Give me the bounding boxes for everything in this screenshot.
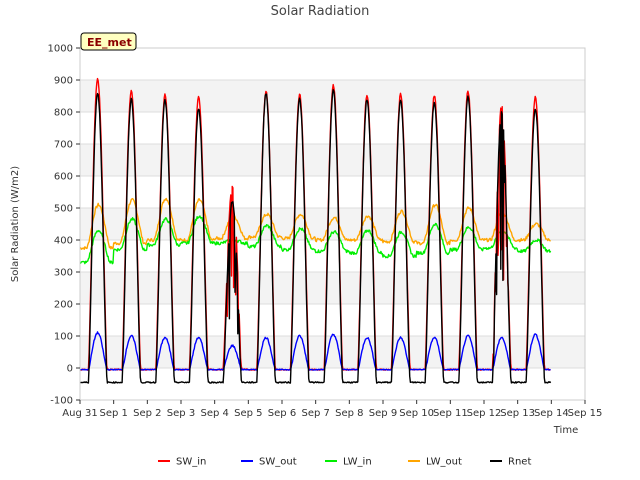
grid-band bbox=[80, 336, 585, 368]
x-tick-label: Aug 31 bbox=[62, 408, 97, 419]
y-tick-label: 0 bbox=[67, 364, 73, 375]
legend-label: LW_in bbox=[343, 457, 372, 468]
y-tick-label: 700 bbox=[54, 140, 73, 151]
y-tick-label: 600 bbox=[54, 172, 73, 183]
site-annotation-box bbox=[80, 32, 137, 51]
legend-label: Rnet bbox=[508, 457, 531, 468]
x-tick-label: Sep 4 bbox=[200, 408, 228, 419]
legend-label: SW_out bbox=[259, 457, 297, 468]
x-tick-label: Sep 7 bbox=[301, 408, 329, 419]
x-tick-label: Sep 12 bbox=[467, 408, 502, 419]
x-tick-label: Sep 13 bbox=[500, 408, 535, 419]
x-tick-label: Sep 2 bbox=[133, 408, 161, 419]
x-tick-label: Sep 11 bbox=[433, 408, 468, 419]
x-tick-label: Sep 6 bbox=[268, 408, 296, 419]
y-tick-label: 800 bbox=[54, 108, 73, 119]
y-tick-label: 900 bbox=[54, 76, 73, 87]
x-tick-label: Sep 9 bbox=[369, 408, 397, 419]
y-axis-ticks: -100 0 100 200 300 400 500 600 700 800 900 1000 bbox=[48, 44, 80, 407]
legend-label: LW_out bbox=[426, 457, 462, 468]
legend-label: SW_in bbox=[176, 457, 206, 468]
x-tick-label: Sep 3 bbox=[167, 408, 195, 419]
x-tick-label: Sep 8 bbox=[335, 408, 363, 419]
y-axis-title: Solar Radiation (W/m2) bbox=[10, 166, 21, 282]
x-tick-label: Sep 14 bbox=[534, 408, 569, 419]
legend: SW_in SW_out LW_in LW_out Rnet bbox=[158, 457, 531, 468]
y-tick-label: 1000 bbox=[48, 44, 73, 55]
grid-band bbox=[80, 144, 585, 176]
series-layer bbox=[79, 77, 552, 384]
site-annotation-label: EE_met bbox=[87, 36, 132, 49]
y-tick-label: 400 bbox=[54, 236, 73, 247]
series-line-lw-out bbox=[79, 197, 551, 251]
y-tick-label: 500 bbox=[54, 204, 73, 215]
x-tick-label: Sep 5 bbox=[234, 408, 262, 419]
x-axis-ticks: Aug 31 Sep 1 Sep 2 Sep 3 Sep 4 Sep 5 Sep 6 Sep … bbox=[62, 400, 602, 419]
y-tick-label: -100 bbox=[50, 396, 73, 407]
x-tick-label: Sep 10 bbox=[399, 408, 434, 419]
chart-title: Solar Radiation bbox=[271, 4, 370, 19]
site-annotation: EE_met bbox=[80, 32, 137, 51]
series-line-rnet bbox=[79, 88, 552, 384]
y-tick-label: 300 bbox=[54, 268, 73, 279]
x-axis-title: Time bbox=[553, 425, 578, 436]
series-line-sw-out bbox=[79, 331, 551, 371]
y-tick-label: 100 bbox=[54, 332, 73, 343]
x-tick-label: Sep 1 bbox=[99, 408, 127, 419]
grid-band bbox=[80, 272, 585, 304]
y-tick-label: 200 bbox=[54, 300, 73, 311]
plot-frame bbox=[79, 47, 586, 401]
x-tick-label: Sep 15 bbox=[568, 408, 603, 419]
series-line-lw-in bbox=[79, 215, 552, 265]
